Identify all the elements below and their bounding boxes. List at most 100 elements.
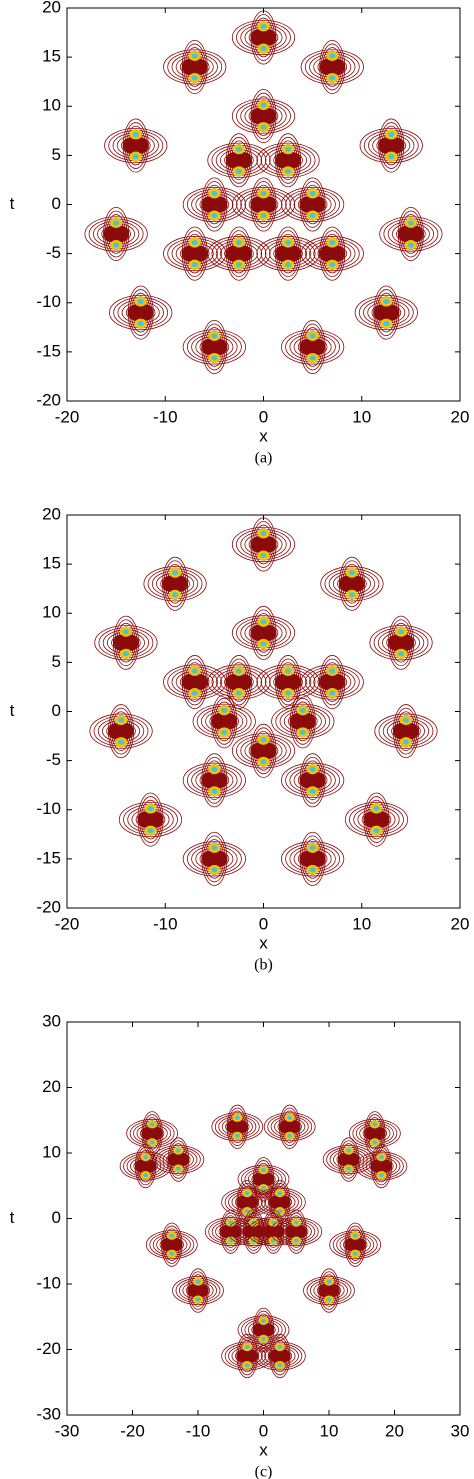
y-tick-label: 0 <box>52 194 61 213</box>
peak <box>237 1157 290 1202</box>
y-tick-label: 15 <box>42 554 61 573</box>
peak <box>281 319 345 374</box>
peak <box>182 319 246 374</box>
y-tick-label: 10 <box>42 1142 61 1161</box>
peak <box>126 1111 179 1156</box>
y-tick-label: -5 <box>46 243 61 262</box>
peak <box>281 177 345 232</box>
peak <box>182 177 246 232</box>
peak <box>231 723 296 778</box>
peak <box>281 753 345 808</box>
peak <box>300 226 364 281</box>
peak <box>163 655 227 710</box>
peak <box>143 556 207 611</box>
peak <box>263 1104 316 1149</box>
peak <box>344 792 409 847</box>
peak <box>369 615 433 670</box>
x-tick-label: -20 <box>120 1421 145 1440</box>
x-tick-label: 0 <box>259 407 268 426</box>
peak <box>221 1333 273 1379</box>
peak <box>320 556 384 611</box>
y-tick-label: -5 <box>46 750 61 769</box>
plot-area <box>89 517 438 886</box>
y-tick-label: -20 <box>36 390 61 409</box>
peak <box>192 694 256 749</box>
peak <box>152 1137 205 1182</box>
caption: (a) <box>255 450 273 467</box>
y-tick-label: -15 <box>36 848 61 867</box>
x-axis-label: x <box>259 426 268 445</box>
peak <box>231 89 296 144</box>
peak <box>231 10 296 65</box>
x-tick-label: 10 <box>352 407 371 426</box>
x-tick-label: -10 <box>186 1421 211 1440</box>
peak <box>354 285 418 340</box>
y-tick-label: 5 <box>52 145 61 164</box>
y-tick-label: 30 <box>42 1011 61 1030</box>
x-tick-label: -20 <box>55 407 80 426</box>
peak <box>207 655 271 710</box>
peak <box>329 1222 382 1267</box>
y-axis-label: t <box>10 1208 15 1227</box>
peak <box>182 753 246 808</box>
x-tick-label: -10 <box>153 407 178 426</box>
x-tick-label: -10 <box>153 914 178 933</box>
y-tick-label: -20 <box>36 897 61 916</box>
peak <box>207 133 271 188</box>
peak <box>163 39 227 94</box>
peak <box>182 831 246 886</box>
peak <box>270 1209 323 1254</box>
y-tick-label: -10 <box>36 1273 61 1292</box>
peak <box>231 517 296 572</box>
plot-area <box>84 10 443 374</box>
x-tick-label: 0 <box>259 914 268 933</box>
peak <box>172 1268 224 1313</box>
peak <box>119 1143 172 1189</box>
x-tick-label: 20 <box>451 407 470 426</box>
y-tick-label: 10 <box>42 96 61 115</box>
peak <box>322 1137 375 1182</box>
caption: (b) <box>254 957 273 974</box>
y-tick-label: 5 <box>52 652 61 671</box>
y-tick-label: -15 <box>36 341 61 360</box>
y-axis-label: t <box>10 194 15 213</box>
y-tick-label: -30 <box>36 1404 61 1423</box>
chart-panel: -20 -10 0 10 20 -20 -15 -10 -5 0 5 10 15 20 x t (a) <box>10 0 470 467</box>
x-tick-label: 10 <box>320 1421 339 1440</box>
x-tick-label: 20 <box>385 1421 404 1440</box>
peak <box>300 39 364 94</box>
x-axis-label: x <box>259 1440 268 1459</box>
plot-area <box>119 1104 408 1379</box>
peak <box>211 1104 264 1149</box>
x-tick-label: -30 <box>55 1421 80 1440</box>
peak <box>300 655 364 710</box>
peak <box>84 206 148 261</box>
y-tick-label: -10 <box>36 799 61 818</box>
x-tick-label: 30 <box>451 1421 470 1440</box>
peak <box>163 226 227 281</box>
chart-panel: -30 -20 -10 0 10 20 30 -30 -20 -10 0 10 20 30 x t (c) <box>10 1011 470 1479</box>
y-tick-label: -10 <box>36 292 61 311</box>
peak <box>109 285 173 340</box>
peak <box>256 226 320 281</box>
chart-panel: -20 -10 0 10 20 -20 -15 -10 -5 0 5 10 15 20 x t (b) <box>10 504 470 973</box>
x-axis-label: x <box>259 933 268 952</box>
x-tick-label: 10 <box>352 914 371 933</box>
peak <box>256 655 320 710</box>
x-tick-label: 0 <box>259 1421 268 1440</box>
peak <box>94 615 158 670</box>
peak <box>374 704 438 759</box>
peak <box>207 226 271 281</box>
peak <box>271 694 335 749</box>
peak <box>281 831 345 886</box>
y-tick-label: 20 <box>42 1077 61 1096</box>
x-tick-label: -20 <box>55 914 80 933</box>
peak <box>359 118 423 173</box>
y-tick-label: 10 <box>42 603 61 622</box>
y-tick-label: 20 <box>42 0 61 16</box>
x-tick-label: 20 <box>451 914 470 933</box>
caption: (c) <box>255 1464 273 1479</box>
peak <box>254 1333 306 1379</box>
